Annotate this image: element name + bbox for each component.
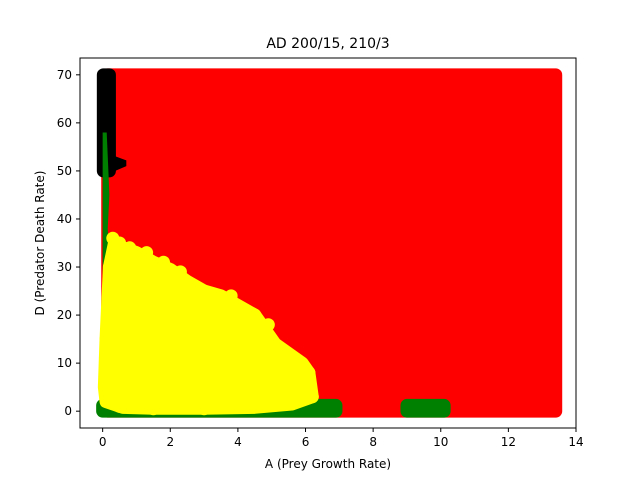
axes-frame	[79, 57, 577, 429]
axis-ticks: 0 2 4 6 8 10 12 14 0 10 20 30 40 50 60 70	[57, 68, 584, 449]
y-tick-label: 50	[57, 164, 72, 178]
yellow-point	[102, 260, 116, 274]
yellow-point	[146, 402, 160, 416]
black-region-lobe	[109, 154, 127, 174]
x-tick-label: 0	[99, 435, 107, 449]
x-tick-label: 6	[302, 435, 310, 449]
black-region	[96, 68, 127, 178]
x-tick-label: 4	[234, 435, 242, 449]
y-tick-label: 20	[57, 308, 72, 322]
yellow-point	[173, 265, 187, 279]
x-axis-label: A (Prey Growth Rate)	[265, 457, 391, 471]
yellow-point	[224, 289, 238, 303]
y-tick-label: 40	[57, 212, 72, 226]
yellow-point	[113, 236, 127, 250]
black-region-strip	[96, 68, 116, 178]
x-tick-label: 14	[568, 435, 583, 449]
y-tick-label: 10	[57, 356, 72, 370]
yellow-region	[97, 231, 319, 416]
yellow-point	[197, 402, 211, 416]
y-tick-label: 60	[57, 116, 72, 130]
yellow-point	[140, 246, 154, 260]
plot-area	[96, 68, 563, 418]
yellow-point	[99, 380, 113, 394]
yellow-point	[278, 347, 292, 361]
y-tick-label: 70	[57, 68, 72, 82]
yellow-point	[261, 318, 275, 332]
yellow-point	[157, 255, 171, 269]
yellow-point	[113, 399, 127, 413]
yellow-point	[268, 337, 282, 351]
green-region-right-band	[400, 398, 451, 418]
y-axis-label: D (Predator Death Rate)	[33, 171, 47, 316]
yellow-point	[99, 332, 113, 346]
yellow-point	[123, 241, 137, 255]
x-tick-label: 12	[501, 435, 516, 449]
yellow-point	[282, 395, 296, 409]
yellow-point	[248, 399, 262, 413]
yellow-point	[248, 308, 262, 322]
y-tick-label: 0	[64, 404, 72, 418]
chart-title: AD 200/15, 210/3	[266, 36, 389, 52]
yellow-point	[292, 356, 306, 370]
yellow-point	[302, 366, 316, 380]
x-tick-label: 2	[166, 435, 174, 449]
x-tick-label: 10	[433, 435, 448, 449]
x-tick-label: 8	[369, 435, 377, 449]
yellow-point	[197, 284, 211, 298]
yellow-point	[305, 390, 319, 404]
y-tick-label: 30	[57, 260, 72, 274]
